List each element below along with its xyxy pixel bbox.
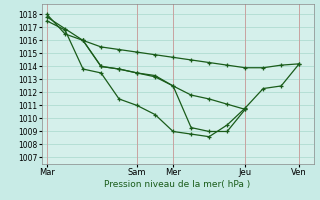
X-axis label: Pression niveau de la mer( hPa ): Pression niveau de la mer( hPa ) [104, 180, 251, 189]
